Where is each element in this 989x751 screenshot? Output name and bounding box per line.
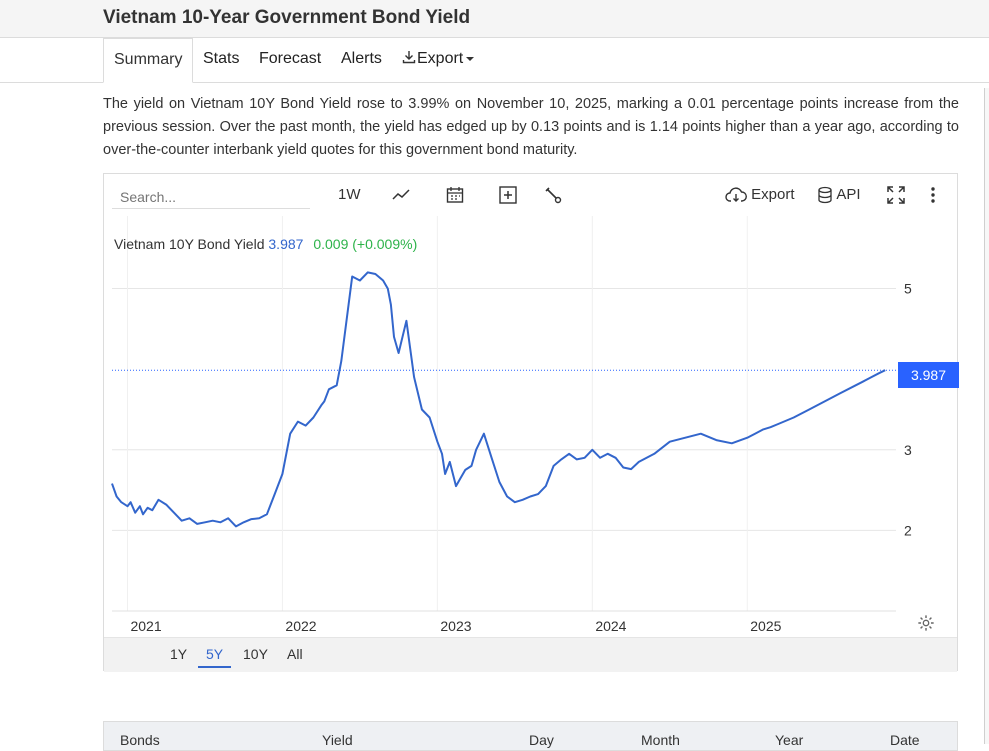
api-label: API [836,186,861,203]
calendar-icon[interactable] [445,184,465,206]
tab-forecast[interactable]: Forecast [259,50,322,67]
x-tick-label: 2023 [440,618,471,634]
api-button[interactable]: API [817,184,861,206]
interval-selector[interactable]: 1W [338,186,361,203]
chart-settings-gear-icon[interactable] [917,612,935,634]
range-5y[interactable]: 5Y [198,644,232,668]
line-chart[interactable]: 2 3 5 2021 2022 2023 2024 2025 [104,216,957,636]
bonds-table-header: Bonds Yield Day Month Year Date [103,721,958,751]
range-1y[interactable]: 1Y [170,646,188,662]
last-price-tag: 3.987 [898,362,959,388]
symbol-search-input[interactable] [112,185,310,209]
col-month[interactable]: Month [641,732,680,748]
more-options-icon[interactable] [929,184,937,206]
col-bonds[interactable]: Bonds [120,732,160,748]
y-tick-label: 2 [904,522,912,538]
cloud-download-icon [725,187,747,203]
y-tick-label: 3 [904,442,912,458]
chart-legend: Vietnam 10Y Bond Yield 3.987 0.009 (+0.0… [114,236,417,252]
col-day[interactable]: Day [529,732,554,748]
download-icon [402,51,416,64]
add-indicator-icon[interactable] [498,184,518,206]
range-selector: 1Y 5Y 10Y All [104,637,957,672]
x-tick-label: 2025 [750,618,781,634]
legend-series-name: Vietnam 10Y Bond Yield [114,236,265,252]
scrollbar[interactable] [984,88,989,744]
x-tick-label: 2024 [595,618,626,634]
fullscreen-icon[interactable] [886,184,906,206]
database-icon [818,186,832,204]
tab-stats[interactable]: Stats [203,50,240,67]
export-button[interactable]: Export [725,184,795,206]
tab-export-label: Export [417,50,464,67]
tab-alerts[interactable]: Alerts [341,50,382,67]
legend-change: 0.009 (+0.009%) [313,236,418,252]
y-tick-label: 5 [904,281,912,297]
legend-value: 3.987 [268,236,304,252]
tab-export[interactable]: Export [401,38,475,82]
tab-summary[interactable]: Summary [103,38,194,83]
caret-down-icon [466,56,475,61]
x-tick-label: 2021 [130,618,161,634]
page-header: Vietnam 10-Year Government Bond Yield [0,0,989,38]
summary-text: The yield on Vietnam 10Y Bond Yield rose… [103,96,959,158]
col-year[interactable]: Year [775,732,804,748]
wrench-icon[interactable] [543,184,563,206]
chart-widget: 1W Export API 2 3 5 2021 2022 2023 2024 2025 Vi… [103,173,959,672]
series-line [111,271,886,528]
tab-bar: Summary Stats Forecast Alerts Export [0,38,989,83]
page-title: Vietnam 10-Year Government Bond Yield [103,7,471,28]
x-tick-label: 2022 [285,618,316,634]
range-10y[interactable]: 10Y [243,646,268,662]
col-date[interactable]: Date [890,732,920,748]
export-label: Export [751,186,795,203]
chart-type-icon[interactable] [391,184,411,206]
range-all[interactable]: All [287,646,303,662]
col-yield[interactable]: Yield [322,732,353,748]
